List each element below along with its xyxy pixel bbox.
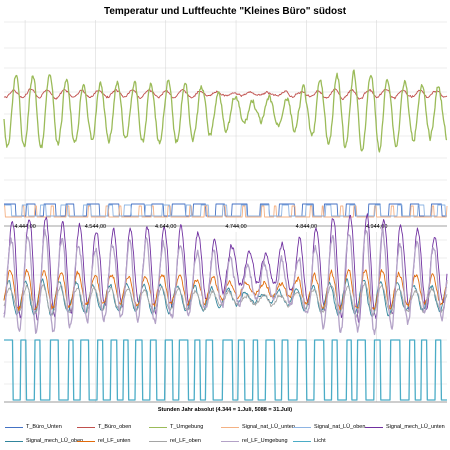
series-signal_mech — [3, 213, 448, 324]
legend-label: rel_LF_oben — [170, 438, 201, 444]
legend-label: Signal_mech_LÜ_oben — [26, 438, 84, 444]
legend-item: rel_LF_Umgebung — [221, 438, 288, 444]
x-tick-label-3: 4.744,00 — [225, 224, 246, 230]
chart-title: Temperatur und Luftfeuchte "Kleines Büro… — [103, 6, 347, 17]
x-axis-title: Stunden Jahr absolut (4.344 = 1.Juli, 50… — [157, 407, 293, 413]
x-tick-label-0: 4.444,00 — [14, 224, 35, 230]
legend-label: T_Büro_oben — [98, 424, 132, 430]
legend-item: Signal_nat_LÜ_unten — [221, 424, 295, 430]
series-light — [4, 339, 447, 401]
legend-label: Signal_nat_LÜ_unten — [242, 424, 295, 430]
legend-item: Signal_mech_LÜ_oben — [5, 438, 83, 444]
legend-label: rel_LF_unten — [98, 438, 131, 444]
series-temp_outdoor — [3, 69, 448, 153]
legend-label: T_Büro_Unten — [26, 424, 62, 430]
legend-label: Licht — [314, 438, 326, 444]
series-temp_office — [3, 88, 448, 101]
legend-item: rel_LF_unten — [77, 438, 130, 444]
x-tick-label-1: 4.544,00 — [85, 224, 106, 230]
legend-label: Signal_mech_LÜ_unten — [386, 424, 445, 430]
legend-item: rel_LF_oben — [149, 438, 201, 444]
legend-swatch — [293, 426, 311, 428]
x-tick-label-2: 4.644,00 — [155, 224, 176, 230]
grid-lines — [4, 20, 447, 403]
legend-label: Signal_nat_LÜ_oben — [314, 424, 366, 430]
series-layer — [3, 69, 448, 401]
legend-swatch — [77, 440, 95, 442]
legend-item: Signal_nat_LÜ_oben — [293, 424, 365, 430]
legend-item: Licht — [293, 438, 326, 444]
legend-item: T_Büro_Unten — [5, 424, 62, 430]
legend-label: T_Umgebung — [170, 424, 204, 430]
series-signal_nat — [4, 205, 448, 218]
legend-label: rel_LF_Umgebung — [242, 438, 288, 444]
legend-item: Signal_mech_LÜ_unten — [365, 424, 445, 430]
x-tick-labels: 4.444,00 4.544,00 4.644,00 4.744,00 4.844,00… — [14, 224, 387, 230]
legend-swatch — [293, 440, 311, 442]
legend-swatch — [77, 426, 95, 428]
legend: T_Büro_Unten T_Büro_oben T_Umgebung Signal_… — [0, 420, 450, 450]
legend-item: T_Umgebung — [149, 424, 203, 430]
series-rh_outdoor — [3, 227, 448, 336]
legend-swatch — [365, 426, 383, 428]
series-signal_nat2 — [4, 204, 447, 217]
x-tick-label-4: 4.844,00 — [296, 224, 317, 230]
series-rh_high — [3, 282, 448, 318]
legend-item: T_Büro_oben — [77, 424, 131, 430]
x-tick-label-5: 4.944,00 — [366, 224, 387, 230]
legend-swatch — [221, 426, 239, 428]
legend-swatch — [5, 440, 23, 442]
legend-swatch — [149, 426, 167, 428]
legend-swatch — [5, 426, 23, 428]
legend-swatch — [221, 440, 239, 442]
legend-swatch — [149, 440, 167, 442]
